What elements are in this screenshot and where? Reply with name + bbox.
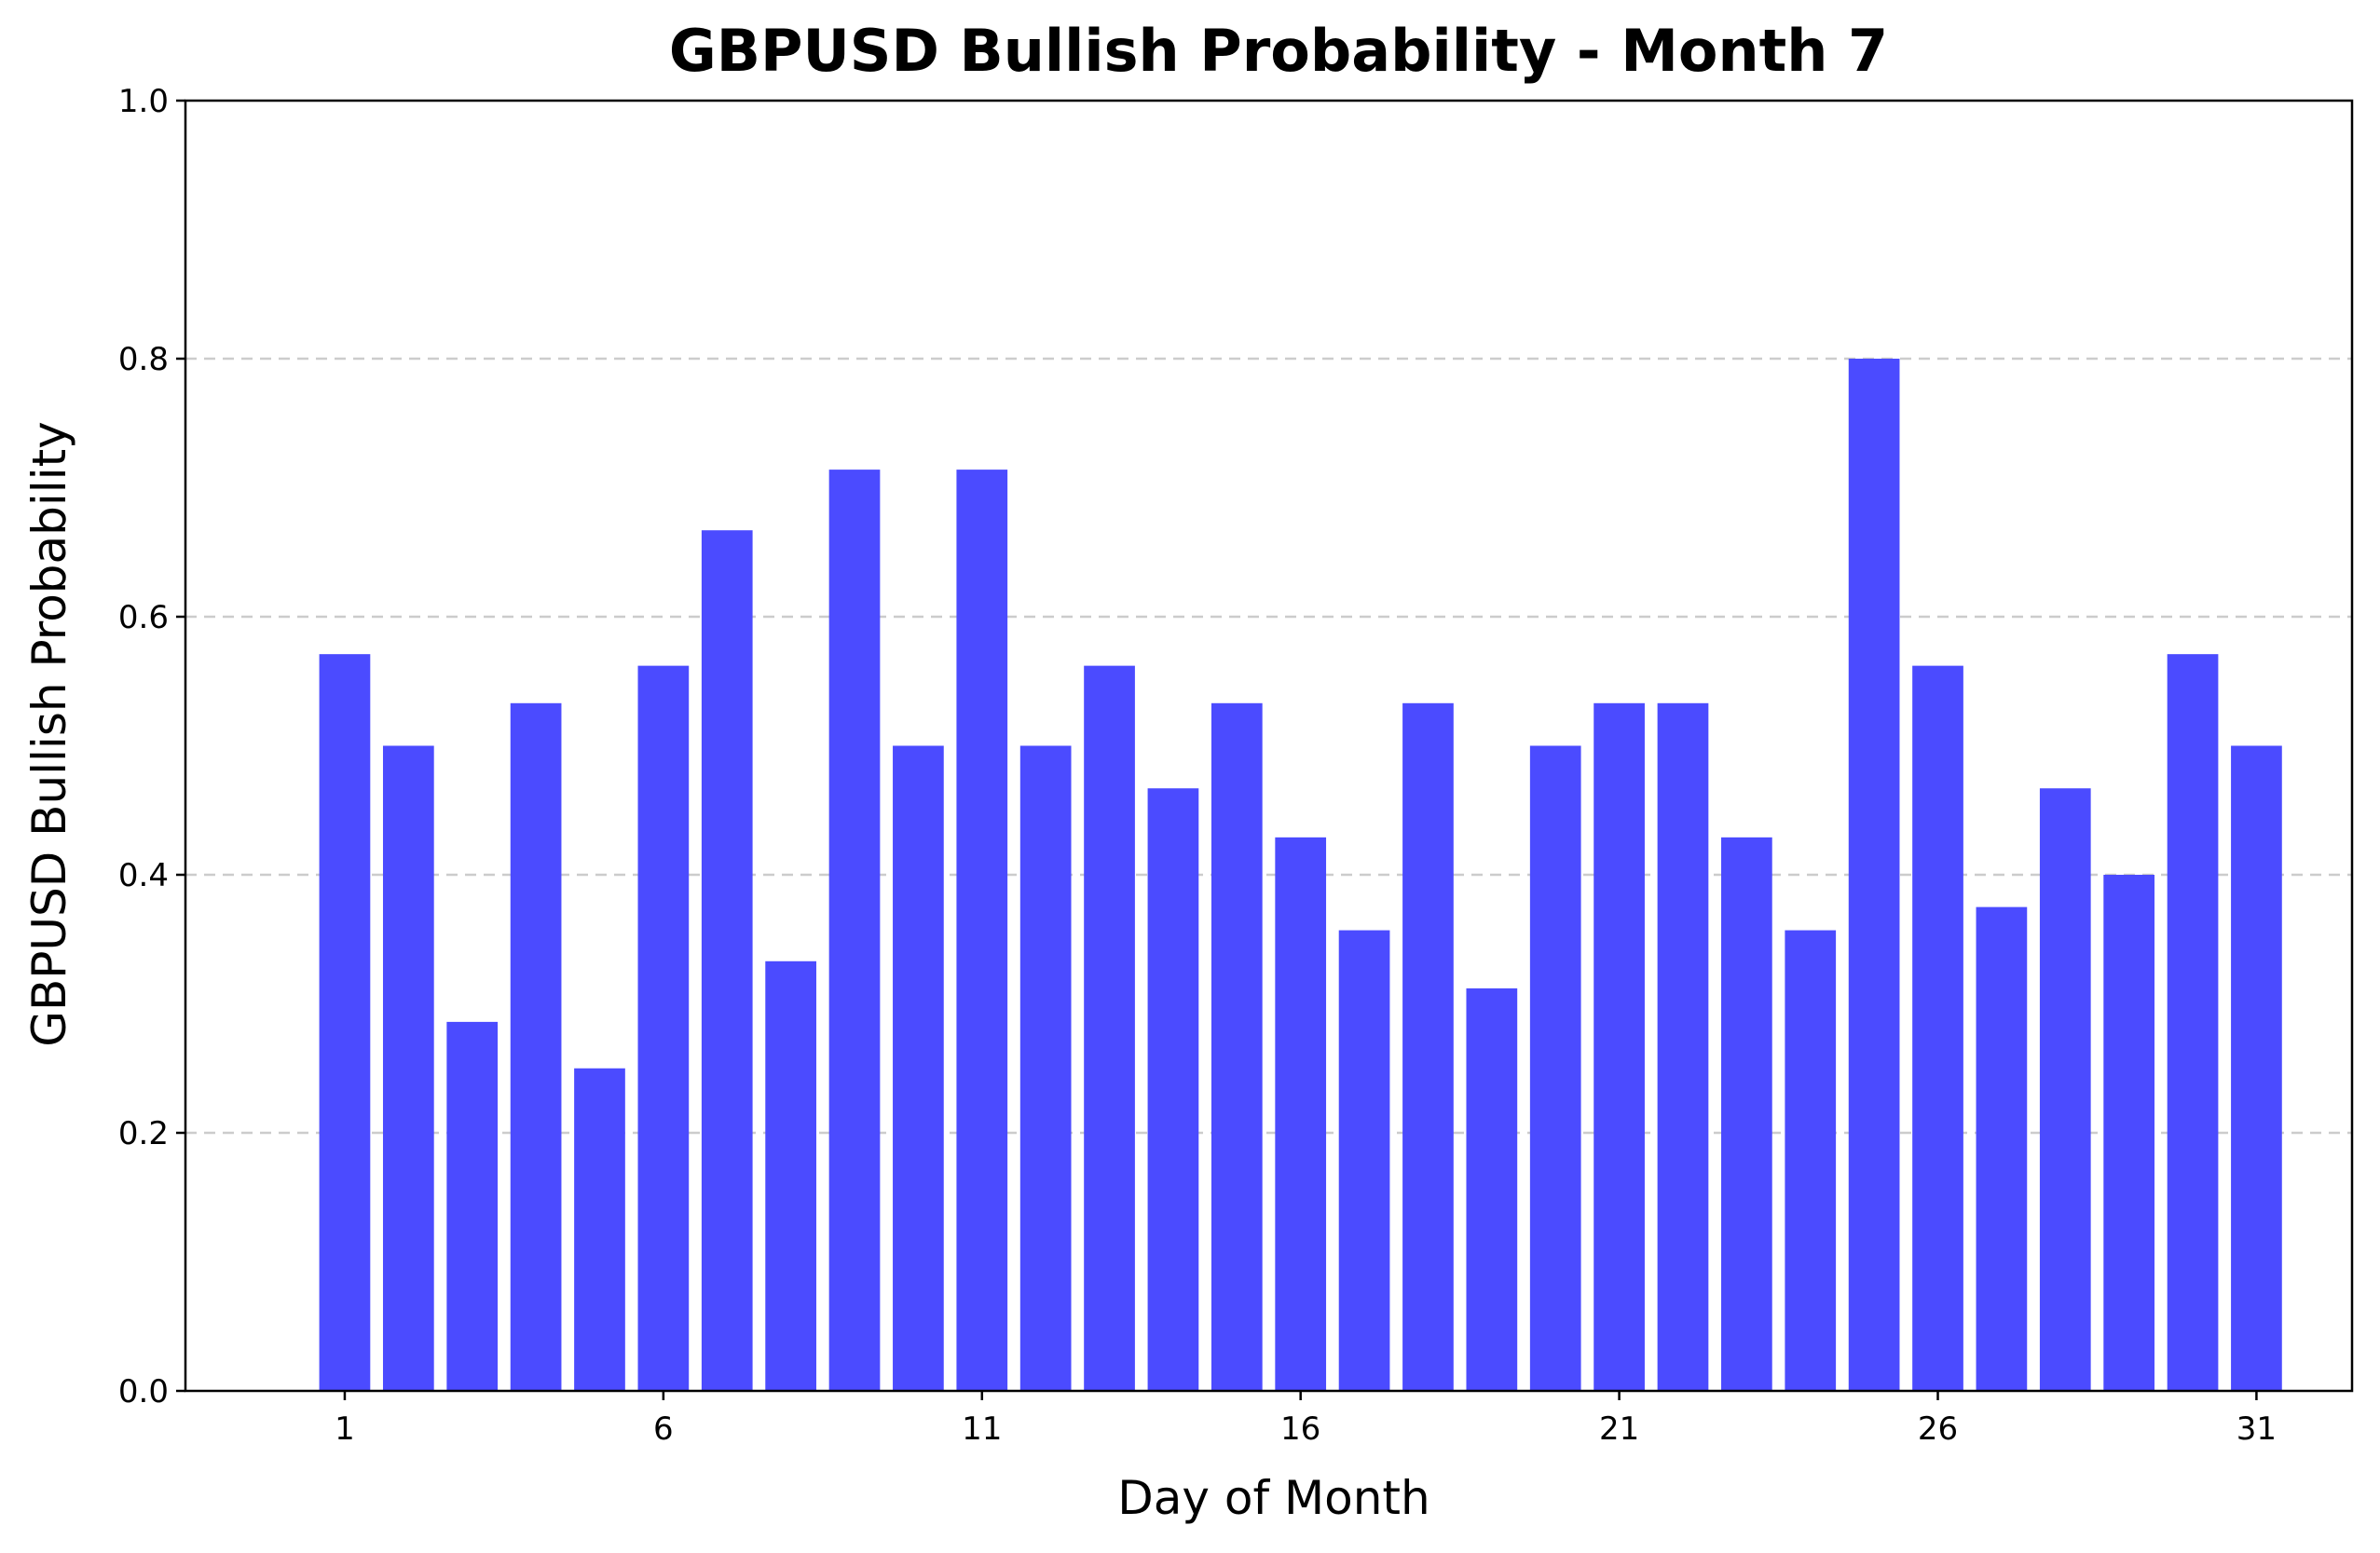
x-tick-label: 11 <box>962 1410 1002 1448</box>
bar-day-5 <box>574 1068 625 1391</box>
bar-day-19 <box>1466 988 1518 1391</box>
y-tick-label: 0.6 <box>118 599 169 636</box>
bar-day-15 <box>1211 702 1263 1391</box>
y-axis-label: GBPUSD Bullish Probability <box>22 421 76 1047</box>
bar-day-20 <box>1529 745 1581 1391</box>
bar-day-4 <box>510 702 562 1391</box>
y-tick-label: 0.8 <box>118 341 169 378</box>
bar-day-30 <box>2167 654 2219 1391</box>
x-tick-label: 16 <box>1280 1410 1320 1448</box>
x-tick-label: 6 <box>653 1410 674 1448</box>
bar-day-21 <box>1594 702 1645 1391</box>
bar-day-16 <box>1275 837 1327 1391</box>
bar-day-14 <box>1147 788 1199 1391</box>
bar-day-1 <box>319 654 371 1391</box>
bar-day-17 <box>1338 930 1390 1391</box>
x-tick-label: 1 <box>335 1410 355 1448</box>
plot-frame <box>184 99 2354 1393</box>
bar-day-25 <box>1848 359 1900 1391</box>
bar-day-12 <box>1019 745 1072 1391</box>
y-tick-label: 0.2 <box>118 1115 169 1152</box>
bar-day-27 <box>1976 906 2028 1391</box>
bar-day-11 <box>956 470 1008 1391</box>
bar-day-24 <box>1785 930 1837 1391</box>
bar-day-7 <box>701 530 753 1391</box>
bar-day-10 <box>893 745 944 1391</box>
bar-day-22 <box>1657 702 1709 1391</box>
y-tick-label: 0.0 <box>118 1373 169 1410</box>
x-tick-label: 26 <box>1918 1410 1958 1448</box>
bar-day-8 <box>765 960 816 1391</box>
bar-day-29 <box>2103 875 2155 1391</box>
x-tick-label: 21 <box>1599 1410 1639 1448</box>
bar-day-2 <box>382 745 434 1391</box>
bar-day-3 <box>446 1021 499 1391</box>
bar-day-23 <box>1721 837 1772 1391</box>
bar-day-6 <box>637 665 690 1391</box>
bar-day-18 <box>1402 702 1454 1391</box>
y-tick-label: 0.4 <box>118 857 169 894</box>
chart-title: GBPUSD Bullish Probability - Month 7 <box>669 17 1888 85</box>
x-axis-label: Day of Month <box>1117 1471 1429 1525</box>
y-tick-label: 1.0 <box>118 83 169 120</box>
bar-day-26 <box>1912 665 1963 1391</box>
bars <box>319 359 2282 1391</box>
bar-day-28 <box>2039 788 2091 1391</box>
x-tick-label: 31 <box>2236 1410 2277 1448</box>
bar-day-13 <box>1084 665 1135 1391</box>
bar-day-9 <box>828 470 881 1391</box>
axes: 0.00.20.40.60.81.01 6 11 16 21 26 31 <box>118 83 2354 1448</box>
bar-day-31 <box>2231 745 2282 1391</box>
